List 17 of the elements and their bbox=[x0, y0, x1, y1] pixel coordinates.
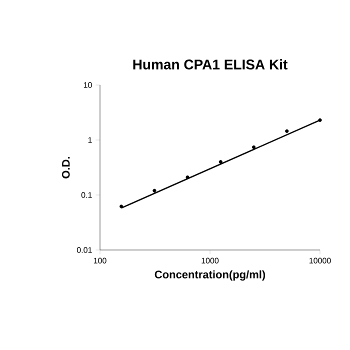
point bbox=[252, 145, 256, 149]
chart-title: Human CPA1 ELISA Kit bbox=[133, 59, 288, 70]
point bbox=[186, 175, 190, 180]
point bbox=[318, 118, 322, 122]
y-tick-label: 0.01 bbox=[76, 247, 92, 253]
point bbox=[285, 129, 289, 133]
point bbox=[218, 160, 222, 164]
point bbox=[120, 204, 124, 208]
y-tick-label: 1 bbox=[88, 137, 92, 143]
x-axis-title: Concentration(pg/ml) bbox=[154, 270, 266, 281]
y-tick-label: 10 bbox=[84, 82, 92, 88]
y-tick-label: 0.1 bbox=[81, 192, 92, 198]
x-tick-label: 100 bbox=[94, 258, 106, 264]
y-axis-title: O.D. bbox=[62, 156, 70, 178]
x-tick-label: 1000 bbox=[202, 258, 219, 264]
point bbox=[152, 188, 156, 192]
x-tick-label: 10000 bbox=[309, 258, 331, 264]
